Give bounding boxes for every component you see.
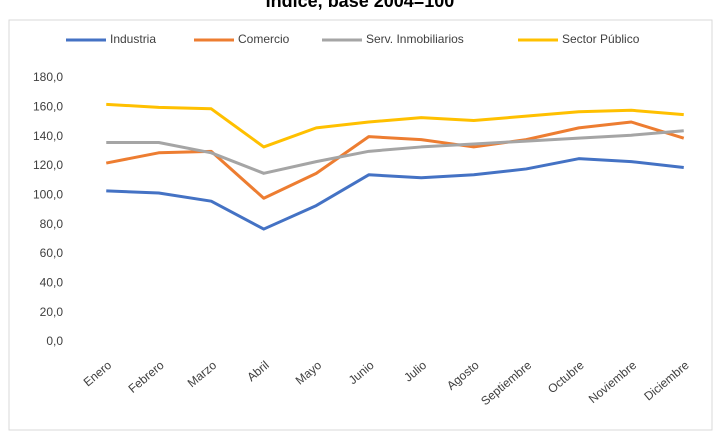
chart-frame [8,19,713,431]
chart-title: Índice, base 2004=100 [266,0,455,11]
y-tick-label: 140,0 [33,129,63,143]
line-series [106,157,684,231]
y-tick-label: 120,0 [33,158,63,172]
y-tick-label: 40,0 [40,276,64,290]
legend-label: Industria [110,32,156,46]
y-tick-label: 80,0 [40,217,64,231]
line-series [106,102,684,149]
y-tick-label: 0,0 [46,334,63,348]
y-tick-label: 100,0 [33,188,63,202]
y-tick-label: 160,0 [33,100,63,114]
y-tick-label: 180,0 [33,70,63,84]
legend-label: Serv. Inmobiliarios [366,32,464,46]
legend-label: Comercio [238,32,290,46]
line-series [106,129,684,175]
y-tick-label: 20,0 [40,305,64,319]
legend-label: Sector Público [562,32,640,46]
y-tick-label: 60,0 [40,246,64,260]
